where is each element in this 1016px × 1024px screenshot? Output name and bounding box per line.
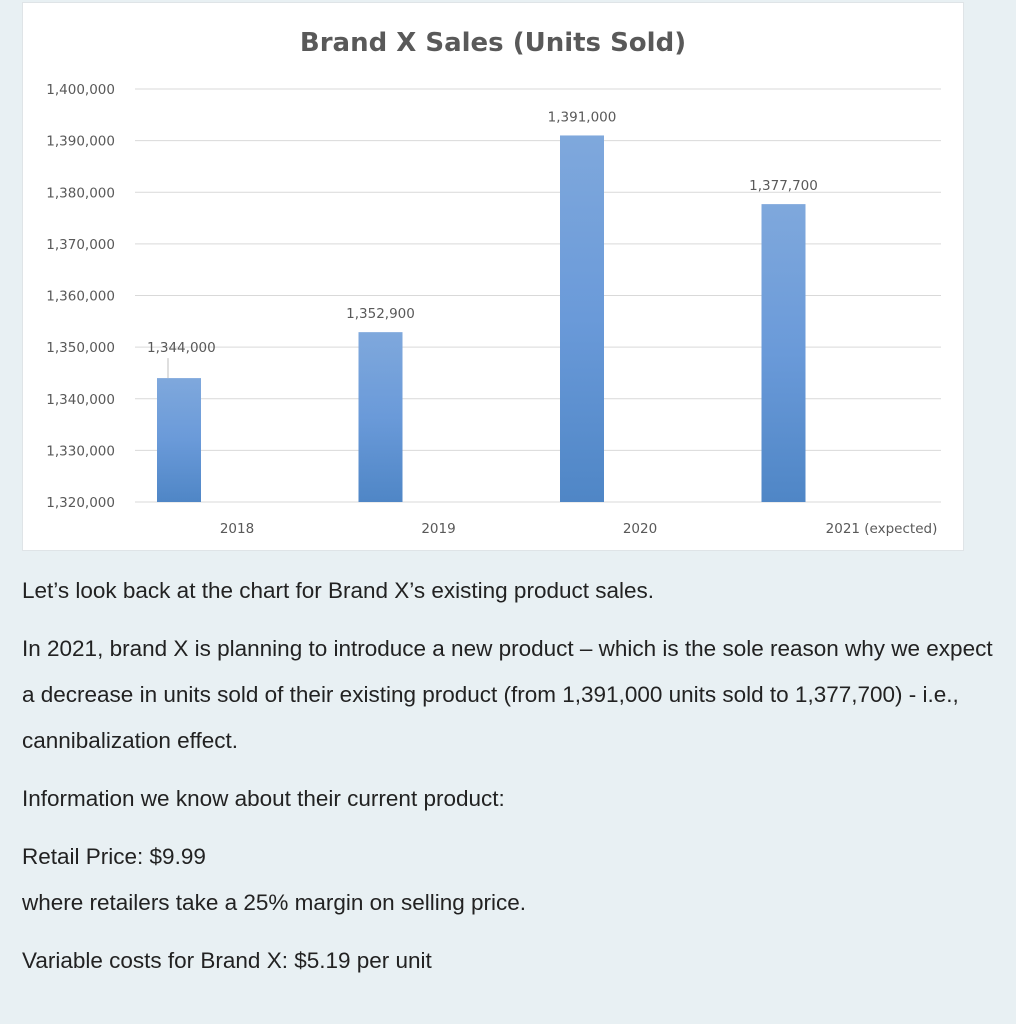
bars [157,135,806,502]
y-tick-label: 1,330,000 [46,443,115,459]
data-label: 1,352,900 [346,306,415,322]
bar-2019 [358,332,403,502]
variable-costs: Variable costs for Brand X: $5.19 per un… [22,948,432,973]
data-label: 1,344,000 [147,340,216,356]
x-category-label: 2020 [623,521,657,537]
bar-2018 [157,378,201,502]
y-tick-label: 1,360,000 [46,289,115,305]
x-category-label: 2018 [220,521,254,537]
gridlines [135,88,941,503]
data-label: 1,377,700 [749,178,818,194]
y-tick-label: 1,340,000 [46,392,115,408]
data-label: 1,391,000 [548,109,617,125]
y-tick-label: 1,380,000 [46,185,115,201]
y-tick-label: 1,390,000 [46,134,115,150]
data-labels: 1,344,000 1,352,900 1,391,000 1,377,700 [147,109,818,379]
bar-2020 [560,135,604,502]
plan-paragraph: In 2021, brand X is planning to introduc… [22,636,993,753]
y-tick-label: 1,320,000 [46,495,115,511]
retail-price: Retail Price: $9.99 [22,844,206,869]
x-category-label: 2019 [421,521,455,537]
y-axis-ticks: 1,320,000 1,330,000 1,340,000 1,350,000 1,36… [46,82,115,511]
x-category-label: 2021 (expected) [826,521,938,537]
x-axis-categories: 2018 2019 2020 2021 (expected) [220,521,938,537]
chart-panel: Brand X Sales (Units Sold) 1,320,000 1,33… [22,2,964,551]
retail-margin: where retailers take a 25% margin on sel… [22,890,526,915]
description-text: Let’s look back at the chart for Brand X… [22,568,1002,984]
chart-title: Brand X Sales (Units Sold) [300,28,686,58]
y-tick-label: 1,370,000 [46,237,115,253]
bar-chart: Brand X Sales (Units Sold) 1,320,000 1,33… [46,28,941,537]
y-tick-label: 1,350,000 [46,340,115,356]
bar-2021-expected [761,204,806,502]
info-heading: Information we know about their current … [22,786,505,811]
intro-paragraph: Let’s look back at the chart for Brand X… [22,578,655,603]
y-tick-label: 1,400,000 [46,82,115,98]
